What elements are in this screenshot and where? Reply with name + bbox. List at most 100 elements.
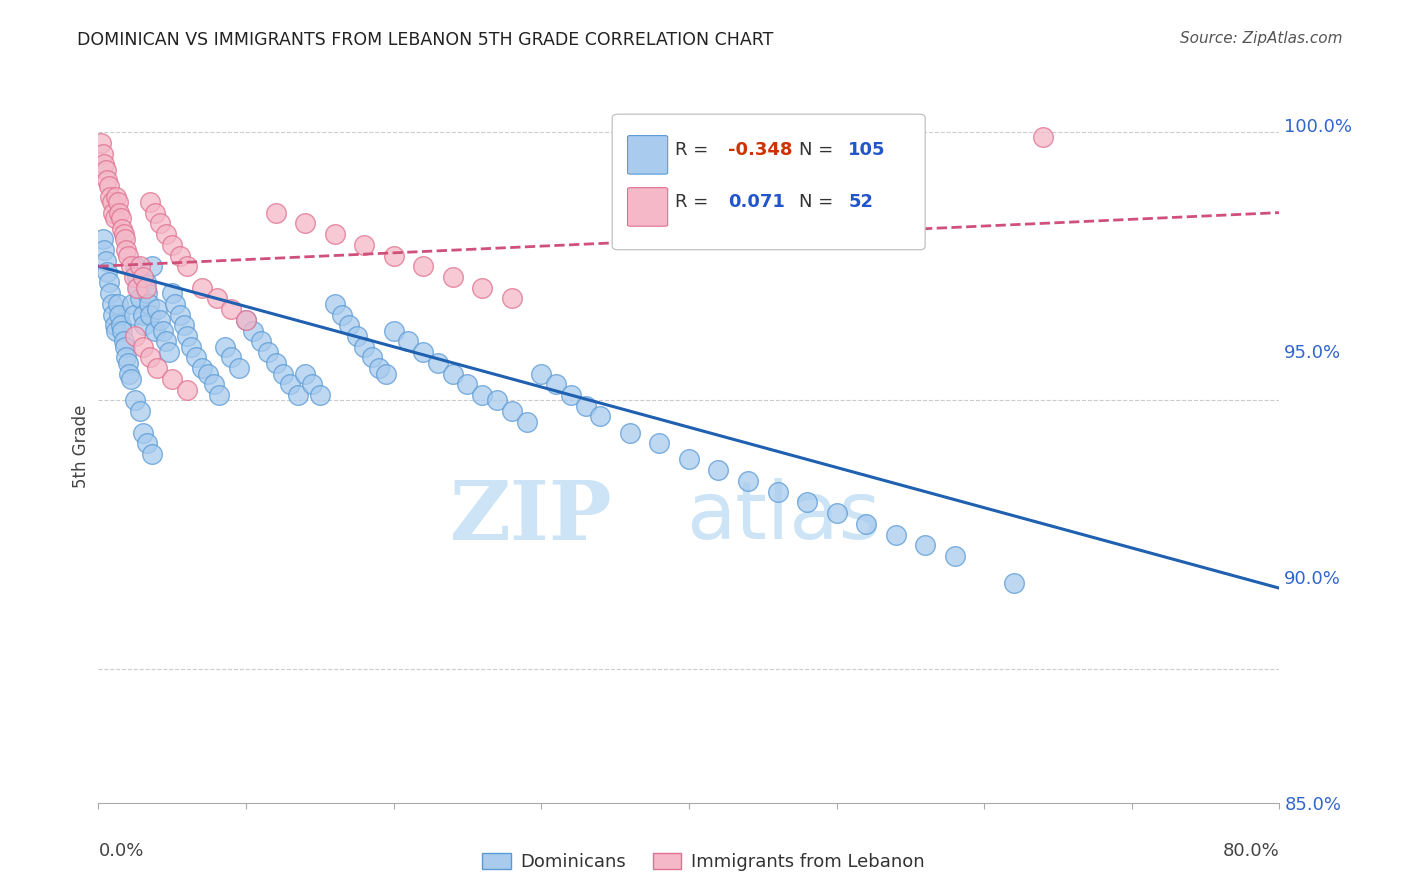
Point: [110, 318, 132, 333]
Point: [330, 308, 353, 322]
Point: [104, 318, 127, 333]
Point: [176, 329, 198, 343]
Point: [1032, 130, 1054, 145]
Point: [139, 351, 162, 365]
Text: ZIP: ZIP: [450, 477, 612, 558]
Point: [176, 259, 198, 273]
Point: [169, 248, 191, 262]
FancyBboxPatch shape: [612, 114, 925, 250]
Point: [107, 194, 129, 209]
Point: [323, 227, 346, 241]
Point: [855, 516, 877, 531]
Point: [796, 495, 818, 509]
Point: [323, 297, 346, 311]
Point: [117, 356, 139, 370]
Point: [191, 361, 214, 376]
Point: [125, 270, 148, 285]
Point: [353, 237, 375, 252]
Text: 0.071: 0.071: [728, 193, 785, 211]
Point: [197, 367, 219, 381]
Point: [96, 173, 118, 187]
Point: [825, 506, 848, 520]
Point: [135, 276, 157, 290]
Point: [128, 292, 150, 306]
Point: [122, 270, 145, 285]
Point: [221, 351, 243, 365]
Point: [98, 286, 121, 301]
Point: [471, 388, 494, 402]
Point: [117, 248, 139, 262]
Point: [914, 538, 936, 552]
Point: [124, 393, 146, 408]
FancyBboxPatch shape: [627, 187, 668, 227]
Point: [202, 377, 225, 392]
Point: [180, 340, 202, 354]
Point: [339, 318, 361, 333]
Point: [120, 259, 142, 273]
Point: [149, 216, 172, 230]
Point: [100, 194, 122, 209]
Text: N =: N =: [799, 193, 832, 211]
Point: [104, 211, 127, 225]
Point: [165, 297, 187, 311]
Point: [398, 334, 420, 349]
Point: [124, 329, 146, 343]
Point: [441, 270, 464, 285]
Point: [184, 351, 207, 365]
Point: [884, 527, 907, 541]
Point: [125, 281, 148, 295]
Point: [132, 425, 155, 440]
Point: [412, 345, 434, 359]
Point: [152, 324, 174, 338]
Point: [280, 377, 302, 392]
Y-axis label: 5th Grade: 5th Grade: [72, 404, 90, 488]
Point: [575, 399, 598, 413]
Point: [111, 221, 134, 235]
Point: [235, 313, 257, 327]
Point: [127, 281, 149, 295]
Point: [214, 340, 236, 354]
Text: 0.0%: 0.0%: [98, 842, 143, 860]
Point: [132, 308, 155, 322]
Point: [737, 474, 759, 488]
Point: [139, 194, 162, 209]
Point: [105, 324, 128, 338]
Point: [648, 436, 671, 450]
Point: [136, 436, 159, 450]
Point: [111, 324, 134, 338]
Point: [264, 205, 287, 219]
Text: atlas: atlas: [686, 478, 880, 557]
Point: [91, 146, 114, 161]
Point: [191, 281, 214, 295]
Point: [155, 227, 177, 241]
Point: [121, 297, 143, 311]
Point: [146, 302, 169, 317]
Point: [162, 372, 183, 386]
Point: [103, 308, 125, 322]
Point: [132, 340, 155, 354]
Point: [124, 259, 146, 273]
Point: [441, 367, 464, 381]
Point: [766, 484, 789, 499]
Point: [309, 388, 332, 402]
Point: [943, 549, 966, 563]
Point: [90, 136, 112, 150]
Point: [118, 367, 141, 381]
Point: [235, 313, 257, 327]
Point: [94, 253, 117, 268]
Point: [678, 452, 700, 467]
Point: [114, 232, 136, 246]
Point: [139, 308, 162, 322]
Text: 105: 105: [848, 141, 886, 159]
Point: [97, 276, 120, 290]
Point: [250, 334, 273, 349]
Point: [1002, 575, 1025, 590]
Point: [173, 318, 195, 333]
Point: [707, 463, 730, 477]
Point: [457, 377, 479, 392]
Point: [141, 259, 163, 273]
Point: [346, 329, 368, 343]
Point: [114, 340, 136, 354]
Text: 52: 52: [848, 193, 873, 211]
Point: [115, 351, 138, 365]
